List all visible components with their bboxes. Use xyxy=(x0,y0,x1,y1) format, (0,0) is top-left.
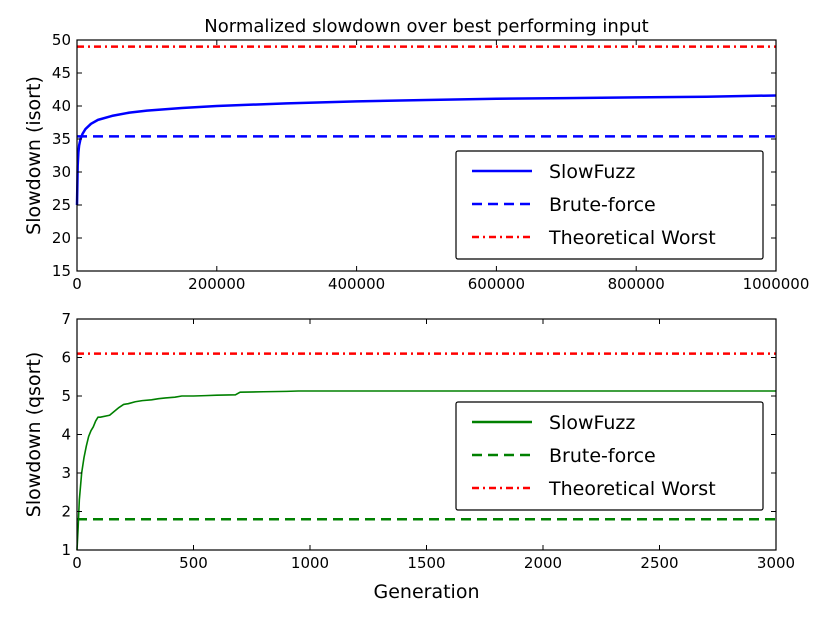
legend-label: Brute-force xyxy=(549,194,656,216)
legend-box xyxy=(455,150,764,260)
x-tick-label: 2000 xyxy=(524,554,562,572)
legend-label: SlowFuzz xyxy=(549,412,635,434)
x-axis-label: Generation xyxy=(374,581,480,603)
y-tick-label: 35 xyxy=(52,130,71,148)
series-group xyxy=(76,352,776,551)
chart-panel-1: Normalized slowdown over best performing… xyxy=(23,16,809,293)
y-tick-label: 45 xyxy=(52,64,71,82)
legend-box xyxy=(455,401,764,511)
y-axis-label: Slowdown (qsort) xyxy=(23,352,45,517)
series-slowfuzz-line xyxy=(75,94,777,206)
y-tick-label: 1 xyxy=(61,541,71,559)
legend-label: Theoretical Worst xyxy=(548,478,716,500)
y-tick-label: 5 xyxy=(61,387,71,405)
series-slowfuzz-line xyxy=(76,390,776,551)
x-tick-label: 800000 xyxy=(608,275,665,293)
y-tick-label: 50 xyxy=(52,31,71,49)
legend-label: SlowFuzz xyxy=(549,161,635,183)
x-tick-label: 400000 xyxy=(328,275,385,293)
y-tick-label: 7 xyxy=(61,310,71,328)
x-tick-label: 0 xyxy=(72,554,82,572)
y-tick-label: 4 xyxy=(61,426,71,444)
y-axis-label: Slowdown (isort) xyxy=(23,76,45,235)
legend-label: Brute-force xyxy=(549,445,656,467)
x-tick-label: 0 xyxy=(72,275,82,293)
x-tick-label: 1500 xyxy=(407,554,445,572)
legend: SlowFuzz Brute-force Theoretical Worst xyxy=(455,401,764,511)
y-tick-label: 3 xyxy=(61,464,71,482)
x-tick-label: 3000 xyxy=(757,554,795,572)
x-tick-label: 500 xyxy=(179,554,208,572)
x-tick-label: 600000 xyxy=(468,275,525,293)
legend-label: Theoretical Worst xyxy=(548,227,716,249)
chart-title: Normalized slowdown over best performing… xyxy=(204,16,648,37)
y-tick-label: 15 xyxy=(52,262,71,280)
plot-frame xyxy=(76,39,777,272)
y-tick-label: 2 xyxy=(61,503,71,521)
x-tick-label: 1000 xyxy=(291,554,329,572)
series-group xyxy=(75,45,777,206)
chart-panel-2: 0 500 1000 1500 2000 2500 3000 1 2 3 4 5 6 7 Slowdown … xyxy=(23,310,795,603)
y-tick-label: 40 xyxy=(52,97,71,115)
y-tick-label: 6 xyxy=(61,349,71,367)
legend: SlowFuzz Brute-force Theoretical Worst xyxy=(455,150,764,260)
x-tick-label: 1000000 xyxy=(743,275,810,293)
y-tick-label: 20 xyxy=(52,229,71,247)
y-tick-label: 25 xyxy=(52,196,71,214)
x-tick-label: 200000 xyxy=(188,275,245,293)
y-tick-label: 30 xyxy=(52,163,71,181)
x-tick-label: 2500 xyxy=(640,554,678,572)
